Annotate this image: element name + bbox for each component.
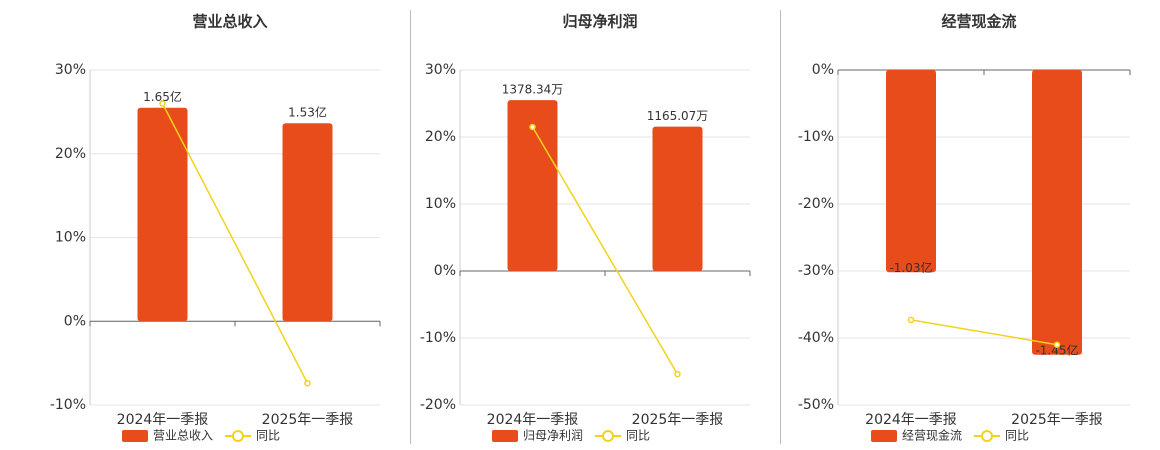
bar: [886, 70, 936, 273]
legend-swatch: [492, 430, 518, 442]
yoy-point: [1053, 341, 1061, 348]
y-tick-label: -40%: [798, 330, 834, 346]
legend-label: 经营现金流: [902, 428, 962, 443]
value-label: 1.65亿: [143, 89, 182, 104]
y-tick-label: 30%: [425, 62, 456, 78]
chart-title: 经营现金流: [941, 13, 1016, 31]
legend-label: 同比: [626, 429, 650, 443]
y-tick-label: 20%: [55, 146, 86, 162]
value-label: 1165.07万: [647, 109, 709, 123]
y-tick-label: 0%: [434, 263, 456, 279]
bar: [137, 107, 188, 322]
yoy-point: [674, 370, 681, 378]
y-tick-label: -10%: [50, 397, 86, 413]
x-tick-label: 2024年一季报: [865, 412, 957, 428]
y-tick-label: -30%: [798, 263, 834, 279]
chart-title: 营业总收入: [192, 13, 267, 31]
legend-marker: [981, 430, 993, 442]
y-tick-label: 0%: [812, 62, 834, 78]
bar: [652, 126, 703, 271]
y-tick-label: 0%: [64, 313, 86, 329]
x-tick-label: 2025年一季报: [1011, 412, 1103, 428]
yoy-point: [159, 100, 166, 107]
legend-label: 营业总收入: [153, 429, 213, 443]
value-label: 1378.34万: [502, 83, 564, 97]
yoy-line: [910, 319, 1058, 346]
value-label: -1.45亿: [1035, 342, 1078, 357]
x-tick-label: 2025年一季报: [632, 412, 724, 428]
chart-title: 归母净利润: [562, 13, 637, 31]
legend-label: 同比: [1005, 429, 1029, 443]
legend-marker: [232, 430, 244, 442]
y-tick-label: -50%: [798, 397, 834, 413]
y-tick-label: -20%: [798, 196, 834, 212]
legend-swatch: [871, 430, 897, 442]
value-label: -1.03亿: [889, 260, 932, 275]
bar: [507, 100, 558, 272]
bar: [282, 123, 333, 322]
legend-marker: [602, 430, 614, 442]
y-tick-label: 30%: [55, 62, 86, 78]
y-tick-label: -10%: [420, 330, 456, 346]
yoy-point: [907, 316, 915, 324]
y-tick-label: -20%: [420, 397, 456, 413]
y-tick-label: 10%: [425, 196, 456, 212]
legend-label: 归母净利润: [523, 429, 583, 443]
value-label: 1.53亿: [288, 105, 327, 120]
bar: [1032, 70, 1082, 355]
x-tick-label: 2024年一季报: [117, 412, 209, 428]
y-tick-label: -10%: [798, 129, 834, 145]
yoy-line: [531, 126, 679, 375]
legend-swatch: [122, 430, 148, 442]
y-tick-label: 20%: [425, 129, 456, 145]
yoy-point: [304, 379, 311, 387]
x-tick-label: 2024年一季报: [487, 412, 579, 428]
yoy-point: [529, 123, 536, 131]
yoy-line: [161, 103, 309, 384]
legend-label: 同比: [256, 429, 280, 443]
y-tick-label: 10%: [55, 230, 86, 246]
x-tick-label: 2025年一季报: [262, 412, 354, 428]
